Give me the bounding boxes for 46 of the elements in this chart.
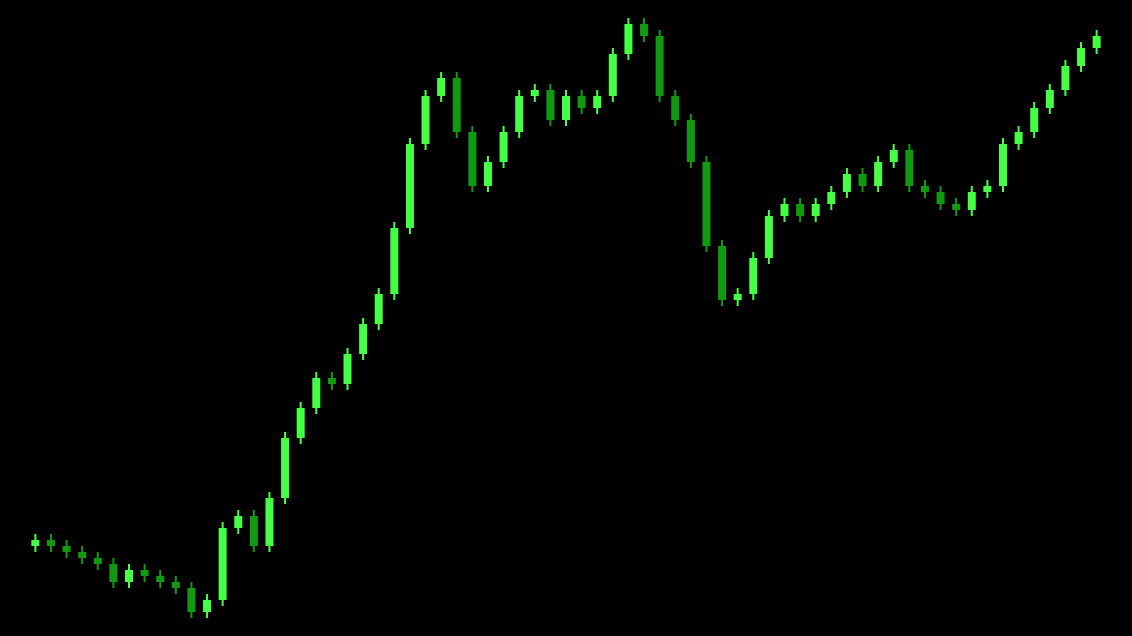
candlestick (437, 71, 446, 103)
candlestick (608, 47, 617, 103)
candlestick (1077, 41, 1086, 73)
candlestick (265, 491, 274, 553)
candlestick (359, 317, 368, 361)
candlestick (421, 89, 430, 151)
candlestick (858, 167, 867, 193)
candlestick (671, 89, 680, 127)
candlestick (593, 89, 602, 115)
candlestick (640, 17, 649, 43)
candlestick (749, 251, 758, 301)
candlestick (374, 287, 383, 331)
candlestick (936, 185, 945, 211)
candlestick (187, 581, 196, 619)
candlestick (1045, 83, 1054, 115)
candlestick (764, 209, 773, 265)
candlestick (889, 143, 898, 169)
candlestick (827, 185, 836, 211)
candlestick (234, 509, 243, 535)
candlestick (499, 125, 508, 169)
candlestick (343, 347, 352, 391)
candlestick (546, 83, 555, 127)
candlestick (483, 155, 492, 193)
candlestick (796, 197, 805, 223)
candlestick (998, 137, 1007, 193)
candlestick (1030, 101, 1039, 139)
candlestick (624, 17, 633, 61)
candlestick (1092, 29, 1101, 55)
candlestick (842, 167, 851, 199)
candlestick (686, 113, 695, 169)
candlestick (312, 371, 321, 415)
candlestick (515, 89, 524, 139)
candlestick (967, 185, 976, 217)
candlestick (905, 143, 914, 193)
candlestick (203, 593, 212, 619)
candlestick (577, 89, 586, 115)
candlestick (874, 155, 883, 193)
candlestick (296, 401, 305, 445)
candlestick (1061, 59, 1070, 97)
candlestick (811, 197, 820, 223)
candlestick (562, 89, 570, 127)
candlestick (780, 197, 789, 223)
candlestick (109, 557, 118, 589)
candlestick (1014, 125, 1023, 151)
candlestick (249, 509, 258, 553)
candlestick (125, 563, 134, 589)
